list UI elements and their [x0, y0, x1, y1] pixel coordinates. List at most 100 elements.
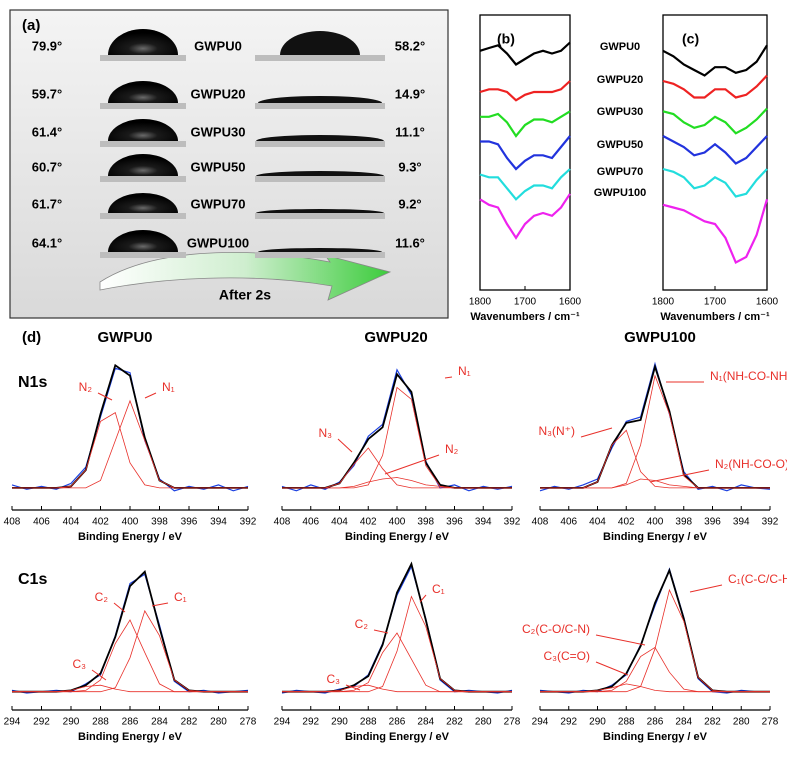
x-tick-label: 402	[618, 517, 635, 528]
arrow-label: After 2s	[219, 287, 271, 303]
x-tick-label: 408	[532, 517, 549, 528]
x-tick-label: 1700	[704, 297, 727, 308]
x-tick-label: 404	[589, 517, 606, 528]
annotation-arrow	[151, 602, 169, 607]
series-line	[662, 167, 768, 198]
x-tick-label: 280	[210, 717, 227, 728]
x-tick-label: 280	[733, 717, 750, 728]
x-tick-label: 284	[417, 717, 434, 728]
annotation: N₂(NH-CO-O)	[715, 457, 787, 471]
contact-angle: 61.4°	[32, 124, 63, 139]
droplet	[256, 209, 384, 213]
x-axis-label: Binding Energy / eV	[345, 531, 450, 543]
x-tick-label: 286	[122, 717, 139, 728]
x-tick-label: 398	[151, 517, 168, 528]
x-tick-label: 292	[302, 717, 319, 728]
annotation: N₁	[458, 364, 471, 378]
droplet	[108, 154, 178, 176]
droplet	[258, 96, 382, 103]
series-line	[12, 363, 248, 489]
x-tick-label: 284	[151, 717, 168, 728]
legend-label: GWPU50	[597, 139, 643, 151]
substrate	[255, 103, 385, 109]
annotation: N₁	[162, 380, 175, 394]
series-line	[282, 684, 512, 693]
series-line	[282, 632, 512, 693]
legend-label: GWPU100	[594, 187, 647, 199]
droplet	[108, 119, 178, 141]
series-line	[282, 595, 512, 693]
contact-angle: 11.6°	[395, 235, 425, 250]
series-line	[662, 74, 768, 99]
series-line	[12, 684, 248, 693]
x-tick-label: 408	[4, 517, 21, 528]
series-line	[662, 198, 769, 265]
x-tick-label: 280	[475, 717, 492, 728]
series-line	[12, 569, 248, 693]
annotation: C₂	[355, 617, 369, 631]
droplet	[108, 81, 178, 103]
x-tick-label: 404	[331, 517, 348, 528]
series-line	[662, 107, 768, 135]
x-tick-label: 400	[389, 517, 406, 528]
series-line	[479, 168, 571, 201]
x-tick-label: 400	[122, 517, 139, 528]
x-tick-label: 406	[33, 517, 50, 528]
substrate	[100, 55, 186, 61]
x-tick-label: 288	[618, 717, 635, 728]
annotation: C₃	[72, 657, 86, 671]
x-tick-label: 282	[704, 717, 721, 728]
legend-label: GWPU20	[597, 74, 643, 86]
annotation-arrow	[113, 602, 126, 613]
annotation-arrow	[595, 661, 629, 676]
annotation: N₂	[79, 380, 93, 394]
contact-angle: 79.9°	[32, 38, 63, 53]
contact-angle: 61.7°	[32, 196, 63, 211]
annotation-arrow	[384, 454, 440, 475]
substrate	[255, 252, 385, 258]
annotation: C₁	[432, 582, 445, 596]
legend-label: GWPU0	[600, 41, 640, 53]
series-line	[282, 447, 512, 489]
series-line	[282, 477, 512, 489]
x-tick-label: 294	[274, 717, 291, 728]
annotation: N₂	[445, 442, 459, 456]
droplet	[108, 193, 178, 213]
contact-angle: 59.7°	[32, 86, 63, 101]
substrate	[100, 141, 186, 147]
annotation-arrow	[580, 427, 613, 438]
contact-angle: 60.7°	[32, 159, 63, 174]
substrate	[100, 252, 186, 258]
series-line	[540, 683, 770, 693]
column-title: GWPU100	[624, 329, 696, 346]
contact-angle: 64.1°	[32, 235, 63, 250]
x-tick-label: 1800	[469, 297, 492, 308]
annotation-arrow	[419, 594, 427, 603]
panel-label: (c)	[682, 31, 699, 47]
row-label: N1s	[18, 374, 47, 391]
substrate	[255, 213, 385, 219]
annotation-arrow	[345, 684, 361, 691]
x-tick-label: 290	[331, 717, 348, 728]
annotation-arrow	[97, 392, 113, 401]
contact-angle: 14.9°	[395, 86, 426, 101]
x-tick-label: 278	[504, 717, 521, 728]
substrate	[255, 176, 385, 182]
droplet	[108, 230, 178, 252]
x-tick-label: 294	[4, 717, 21, 728]
x-tick-label: 282	[181, 717, 198, 728]
x-tick-label: 392	[762, 517, 779, 528]
droplet	[280, 31, 360, 55]
annotation: C₂(C-O/C-N)	[522, 622, 590, 636]
x-tick-label: 1700	[514, 297, 537, 308]
x-tick-label: 394	[210, 517, 227, 528]
column-title: GWPU20	[364, 329, 427, 346]
x-tick-label: 394	[475, 517, 492, 528]
x-tick-label: 1800	[652, 297, 675, 308]
annotation-arrow	[91, 669, 107, 681]
x-tick-label: 278	[240, 717, 257, 728]
x-axis-label: Binding Energy / eV	[78, 731, 183, 743]
series-line	[480, 135, 571, 171]
series-line	[11, 367, 249, 492]
